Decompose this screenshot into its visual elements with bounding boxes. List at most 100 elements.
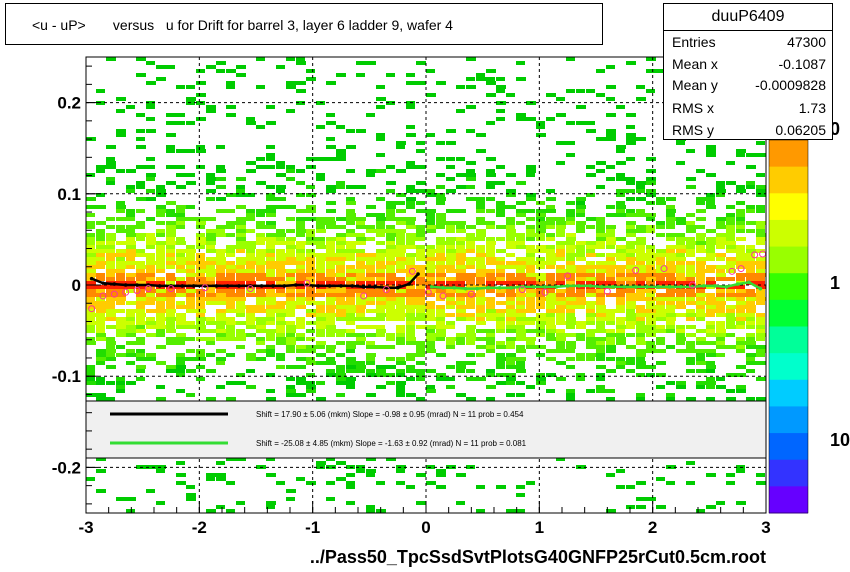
heatmap-cell — [526, 289, 536, 293]
heatmap-cell — [276, 265, 285, 269]
heatmap-cell — [116, 217, 126, 221]
color-scale-band — [769, 299, 808, 327]
heatmap-cell — [716, 501, 725, 505]
heatmap-cell — [396, 297, 405, 301]
heatmap-cell — [246, 229, 255, 233]
heatmap-cell — [726, 229, 735, 233]
heatmap-cell — [456, 365, 466, 369]
heatmap-cell — [276, 173, 286, 177]
heatmap-cell — [526, 249, 536, 253]
heatmap-cell — [736, 309, 745, 313]
heatmap-cell — [506, 381, 515, 385]
heatmap-cell — [386, 209, 395, 213]
heatmap-cell — [676, 245, 686, 249]
heatmap-cell — [436, 213, 446, 217]
heatmap-cell — [256, 325, 266, 329]
heatmap-cell — [626, 357, 635, 361]
heatmap-cell — [246, 241, 256, 245]
heatmap-cell — [596, 69, 605, 73]
heatmap-cell — [616, 213, 626, 217]
heatmap-cell — [536, 313, 546, 317]
heatmap-cell — [636, 361, 646, 365]
heatmap-cell — [176, 237, 185, 241]
heatmap-cell — [406, 225, 416, 229]
heatmap-cell — [336, 341, 345, 345]
series-point — [135, 283, 139, 287]
heatmap-cell — [546, 277, 555, 281]
heatmap-cell — [586, 301, 596, 305]
heatmap-cell — [476, 253, 486, 257]
heatmap-cell — [206, 233, 216, 237]
data-marker — [660, 265, 668, 273]
color-scale-band — [769, 486, 808, 514]
heatmap-cell — [586, 313, 596, 317]
heatmap-cell — [266, 221, 276, 225]
heatmap-cell — [606, 345, 616, 349]
heatmap-cell — [646, 293, 655, 297]
heatmap-cell — [336, 233, 346, 237]
heatmap-cell — [566, 341, 576, 345]
heatmap-cell — [526, 173, 535, 177]
heatmap-cell — [506, 217, 515, 221]
heatmap-cell — [136, 277, 146, 281]
heatmap-cell — [346, 365, 356, 369]
heatmap-cell — [156, 297, 166, 301]
heatmap-cell — [376, 293, 386, 297]
heatmap-cell — [496, 345, 506, 349]
heatmap-cell — [396, 469, 405, 473]
heatmap-cell — [316, 157, 326, 161]
heatmap-cell — [566, 221, 575, 225]
heatmap-cell — [296, 261, 305, 265]
heatmap-cell — [216, 261, 226, 265]
heatmap-cell — [756, 205, 765, 209]
heatmap-cell — [336, 353, 345, 357]
heatmap-cell — [446, 321, 455, 325]
heatmap-cell — [416, 237, 425, 241]
heatmap-cell — [696, 233, 706, 237]
heatmap-cell — [266, 249, 275, 253]
heatmap-cell — [86, 225, 95, 229]
heatmap-cell — [696, 249, 706, 253]
heatmap-cell — [576, 197, 586, 201]
heatmap-cell — [726, 317, 736, 321]
heatmap-cell — [616, 105, 625, 109]
heatmap-cell — [226, 245, 236, 249]
heatmap-cell — [506, 297, 515, 301]
color-scale-band — [769, 326, 808, 354]
heatmap-cell — [196, 93, 206, 97]
heatmap-cell — [536, 373, 545, 377]
heatmap-cell — [546, 265, 555, 269]
heatmap-cell — [376, 289, 385, 293]
series-point — [395, 285, 400, 290]
heatmap-cell — [356, 61, 366, 65]
heatmap-cell — [686, 245, 695, 249]
series-point — [543, 285, 547, 289]
heatmap-cell — [356, 325, 366, 329]
heatmap-cell — [646, 321, 656, 325]
heatmap-cell — [116, 285, 126, 289]
heatmap-cell — [596, 389, 606, 393]
heatmap-cell — [266, 253, 275, 257]
heatmap-cell — [116, 257, 125, 261]
heatmap-cell — [636, 245, 645, 249]
heatmap-cell — [356, 241, 366, 245]
heatmap-cell — [106, 253, 116, 257]
heatmap-cell — [506, 277, 516, 281]
heatmap-cell — [496, 165, 505, 169]
heatmap-cell — [226, 85, 235, 89]
heatmap-cell — [236, 65, 246, 69]
heatmap-cell — [686, 289, 695, 293]
heatmap-cell — [436, 201, 445, 205]
heatmap-cell — [156, 333, 165, 337]
heatmap-cell — [566, 245, 576, 249]
heatmap-cell — [176, 369, 185, 373]
heatmap-cell — [166, 309, 176, 313]
heatmap-cell — [566, 357, 575, 361]
heatmap-cell — [216, 253, 225, 257]
heatmap-cell — [406, 297, 416, 301]
heatmap-cell — [186, 173, 195, 177]
heatmap-cell — [616, 337, 626, 341]
heatmap-cell — [696, 317, 705, 321]
heatmap-cell — [346, 185, 356, 189]
heatmap-cell — [516, 265, 526, 269]
